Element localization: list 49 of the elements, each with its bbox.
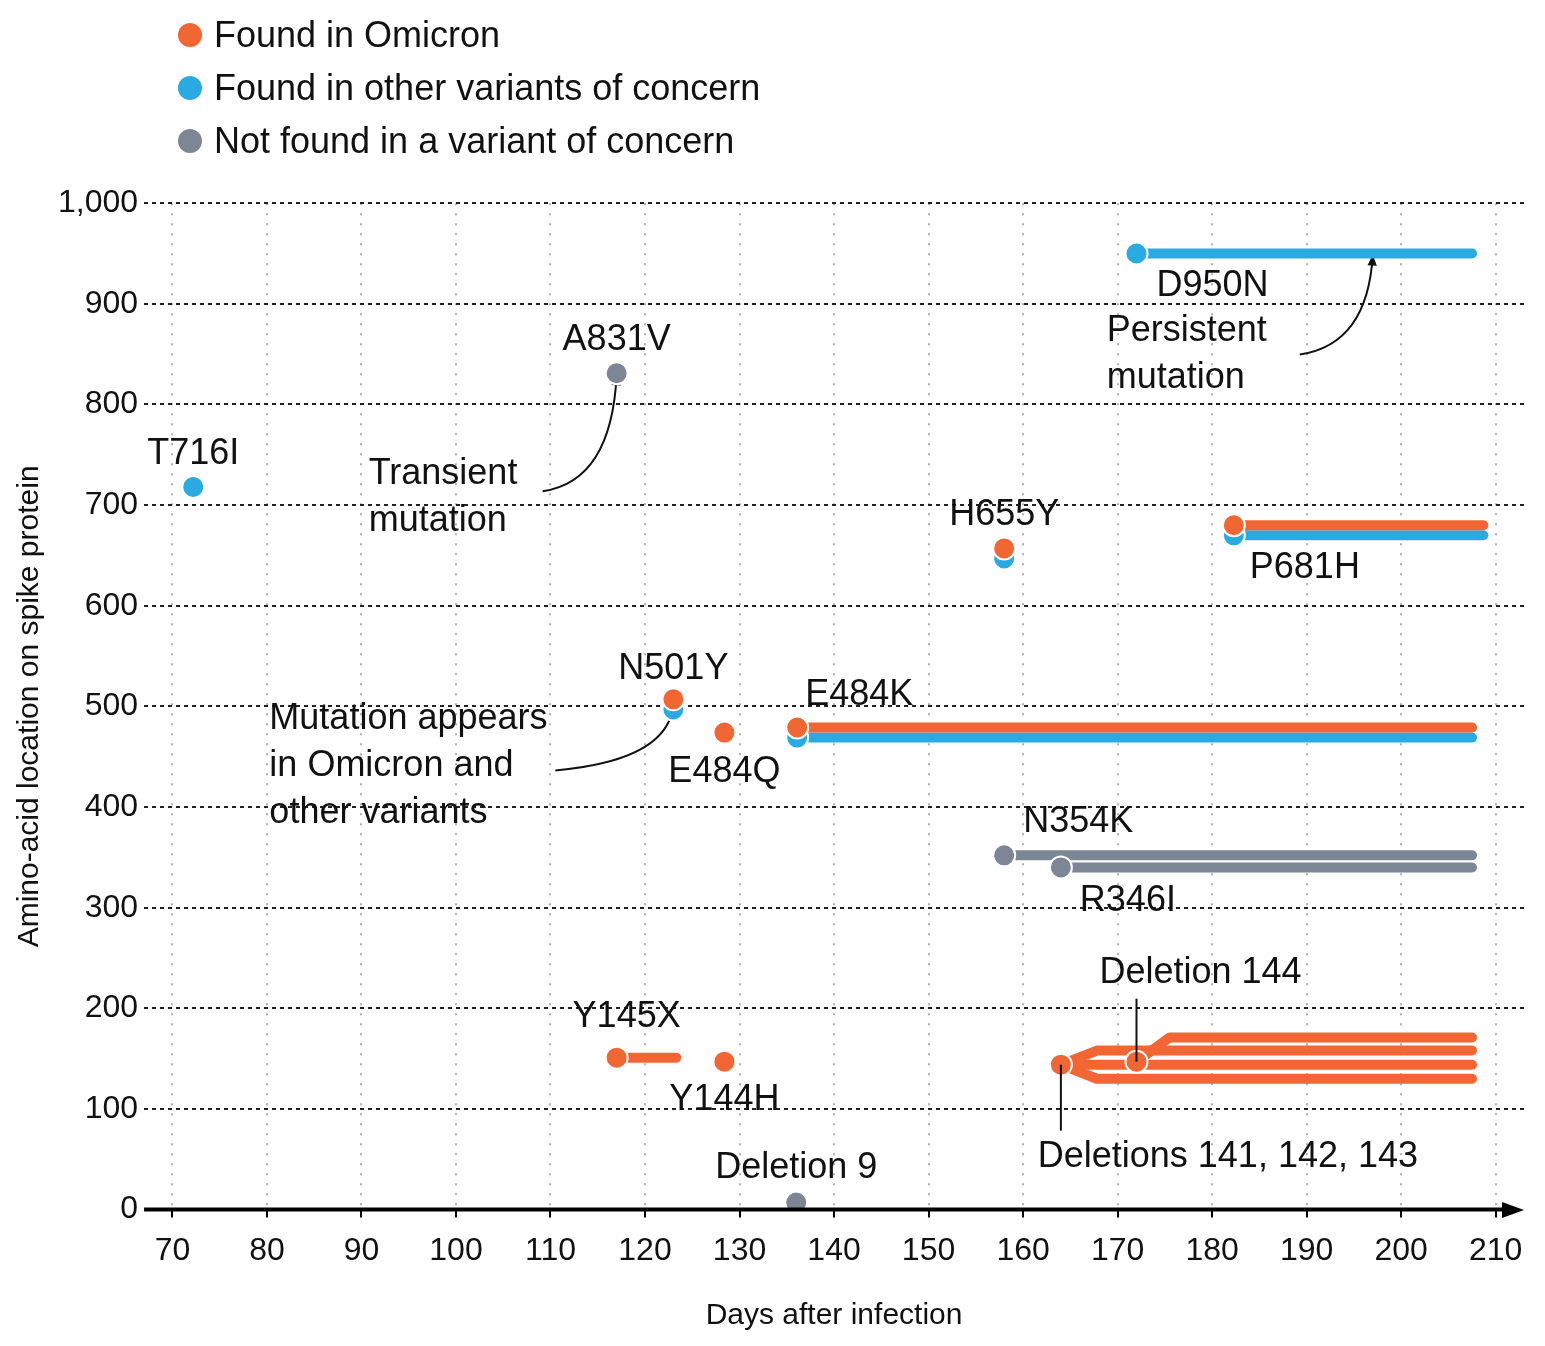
x-tick-label: 190 <box>1279 1230 1334 1267</box>
annotation: T716I <box>147 430 240 472</box>
x-tick-label: 180 <box>1185 1230 1239 1267</box>
annotation: H655Y <box>949 492 1060 534</box>
x-tick-label: 160 <box>996 1230 1050 1267</box>
annotation: Deletions 141, 142, 143 <box>1037 1133 1419 1175</box>
x-axis-title: Days after infection <box>705 1297 963 1331</box>
x-tick-label: 90 <box>343 1230 380 1267</box>
legend-label: Found in other variants of concern <box>214 66 761 109</box>
annotation: N354K <box>1023 799 1134 841</box>
y-tick-label: 700 <box>84 484 139 521</box>
x-tick-label: 210 <box>1468 1230 1523 1267</box>
annotation: R346I <box>1079 878 1176 920</box>
annotation: E484K <box>805 672 914 714</box>
annotation: Persistent mutation <box>1106 307 1267 396</box>
annotation: Y145X <box>572 993 681 1035</box>
x-tick-label: 110 <box>524 1230 576 1267</box>
annotation: Mutation appears in Omicron and other variants <box>269 696 548 832</box>
legend-label: Not found in a variant of concern <box>214 120 735 163</box>
y-tick-label: 100 <box>84 1088 139 1125</box>
y-tick-label: 800 <box>84 384 139 421</box>
annotation: A831V <box>562 317 671 359</box>
x-tick-label: 100 <box>429 1230 483 1267</box>
y-axis-title: Amino-acid location on spike protein <box>11 465 45 948</box>
y-tick-label: 400 <box>84 786 139 823</box>
x-tick-label: 120 <box>618 1230 672 1267</box>
y-tick-label: 1,000 <box>58 183 139 220</box>
y-tick-label: 500 <box>84 686 139 723</box>
y-tick-label: 600 <box>84 585 139 622</box>
x-tick-label: 150 <box>901 1230 956 1267</box>
y-tick-label: 0 <box>120 1189 139 1226</box>
y-tick-label: 200 <box>84 988 139 1025</box>
annotation: P681H <box>1249 545 1360 587</box>
x-tick-label: 200 <box>1374 1230 1428 1267</box>
annotation: Deletion 144 <box>1099 949 1302 991</box>
x-tick-label: 170 <box>1090 1230 1145 1267</box>
legend-label: Found in Omicron <box>214 13 501 56</box>
annotation: N501Y <box>618 646 729 688</box>
annotation: Transient mutation <box>368 450 518 539</box>
annotation: D950N <box>1156 263 1269 305</box>
x-tick-label: 80 <box>249 1230 285 1267</box>
annotation: E484Q <box>668 749 781 791</box>
annotation: Deletion 9 <box>715 1145 878 1187</box>
x-tick-label: 140 <box>807 1230 861 1267</box>
x-tick-label: 130 <box>712 1230 767 1267</box>
y-tick-label: 300 <box>84 887 139 924</box>
x-tick-label: 70 <box>154 1230 191 1267</box>
annotation: Y144H <box>669 1076 780 1118</box>
y-tick-label: 900 <box>84 283 139 320</box>
